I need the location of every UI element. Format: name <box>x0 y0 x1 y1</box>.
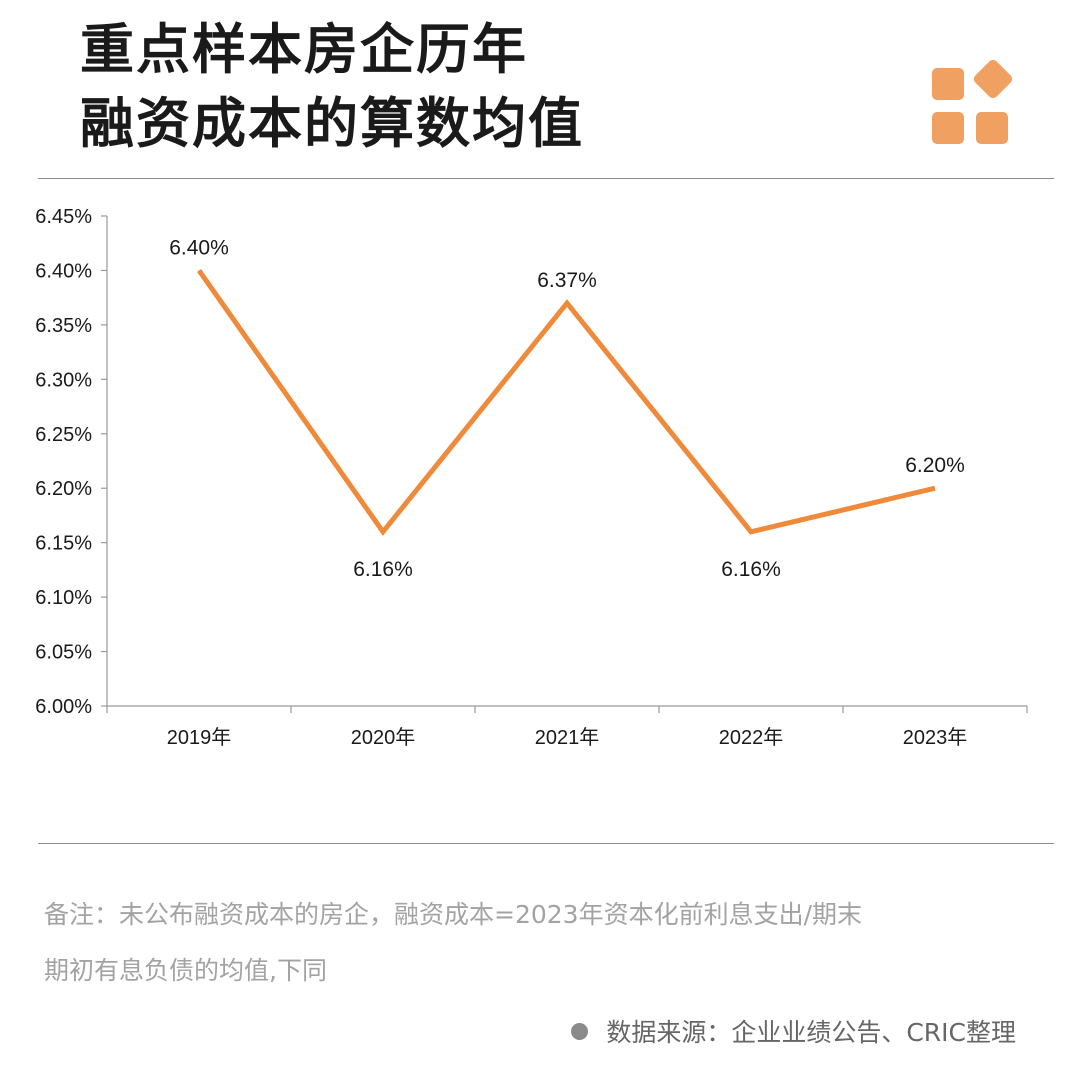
x-tick-label: 2021年 <box>535 726 600 749</box>
y-tick-label: 6.30% <box>35 369 92 391</box>
line-chart: 6.00% 6.05% 6.10% 6.15% 6.20% 6.25% 6.30% 6.35%… <box>35 206 1028 749</box>
data-label: 6.16% <box>353 558 413 581</box>
x-tick-label: 2020年 <box>351 726 416 749</box>
data-source: 数据来源：企业业绩公告、CRIC整理 <box>571 1017 1016 1049</box>
data-label: 6.16% <box>721 558 781 581</box>
y-tick-label: 6.40% <box>35 260 92 282</box>
y-tick-label: 6.45% <box>35 206 92 228</box>
y-tick-label: 6.20% <box>35 478 92 500</box>
footnote-line-2: 期初有息负债的均值,下同 <box>44 956 327 985</box>
x-tick-label: 2023年 <box>903 726 968 749</box>
four-squares-logo-icon <box>932 57 1016 146</box>
data-label: 6.40% <box>169 236 229 259</box>
y-tick-label: 6.25% <box>35 424 92 446</box>
x-tick-label: 2019年 <box>167 726 232 749</box>
y-tick-label: 6.10% <box>35 587 92 609</box>
y-tick-label: 6.35% <box>35 315 92 337</box>
x-tick-label: 2022年 <box>719 726 784 749</box>
y-tick-label: 6.00% <box>35 696 92 718</box>
logo-diamond-top-right <box>971 57 1015 101</box>
data-label: 6.20% <box>905 454 965 477</box>
y-tick-label: 6.05% <box>35 642 92 664</box>
footnote-line-1: 备注：未公布融资成本的房企，融资成本=2023年资本化前利息支出/期末 <box>44 900 862 929</box>
logo-square-bottom-right <box>976 112 1008 144</box>
logo-square-bottom-left <box>932 112 964 144</box>
data-label: 6.37% <box>537 269 597 292</box>
footer-divider <box>38 843 1054 844</box>
y-tick-label: 6.15% <box>35 533 92 555</box>
series-line <box>196 269 936 536</box>
page-title-line-2: 融资成本的算数均值 <box>80 92 584 155</box>
page-title-line-1: 重点样本房企历年 <box>80 18 528 81</box>
logo-square-top-left <box>932 68 964 100</box>
bullet-dot-icon <box>571 1023 589 1040</box>
data-source-text: 数据来源：企业业绩公告、CRIC整理 <box>606 1018 1016 1047</box>
header-divider <box>38 178 1054 179</box>
